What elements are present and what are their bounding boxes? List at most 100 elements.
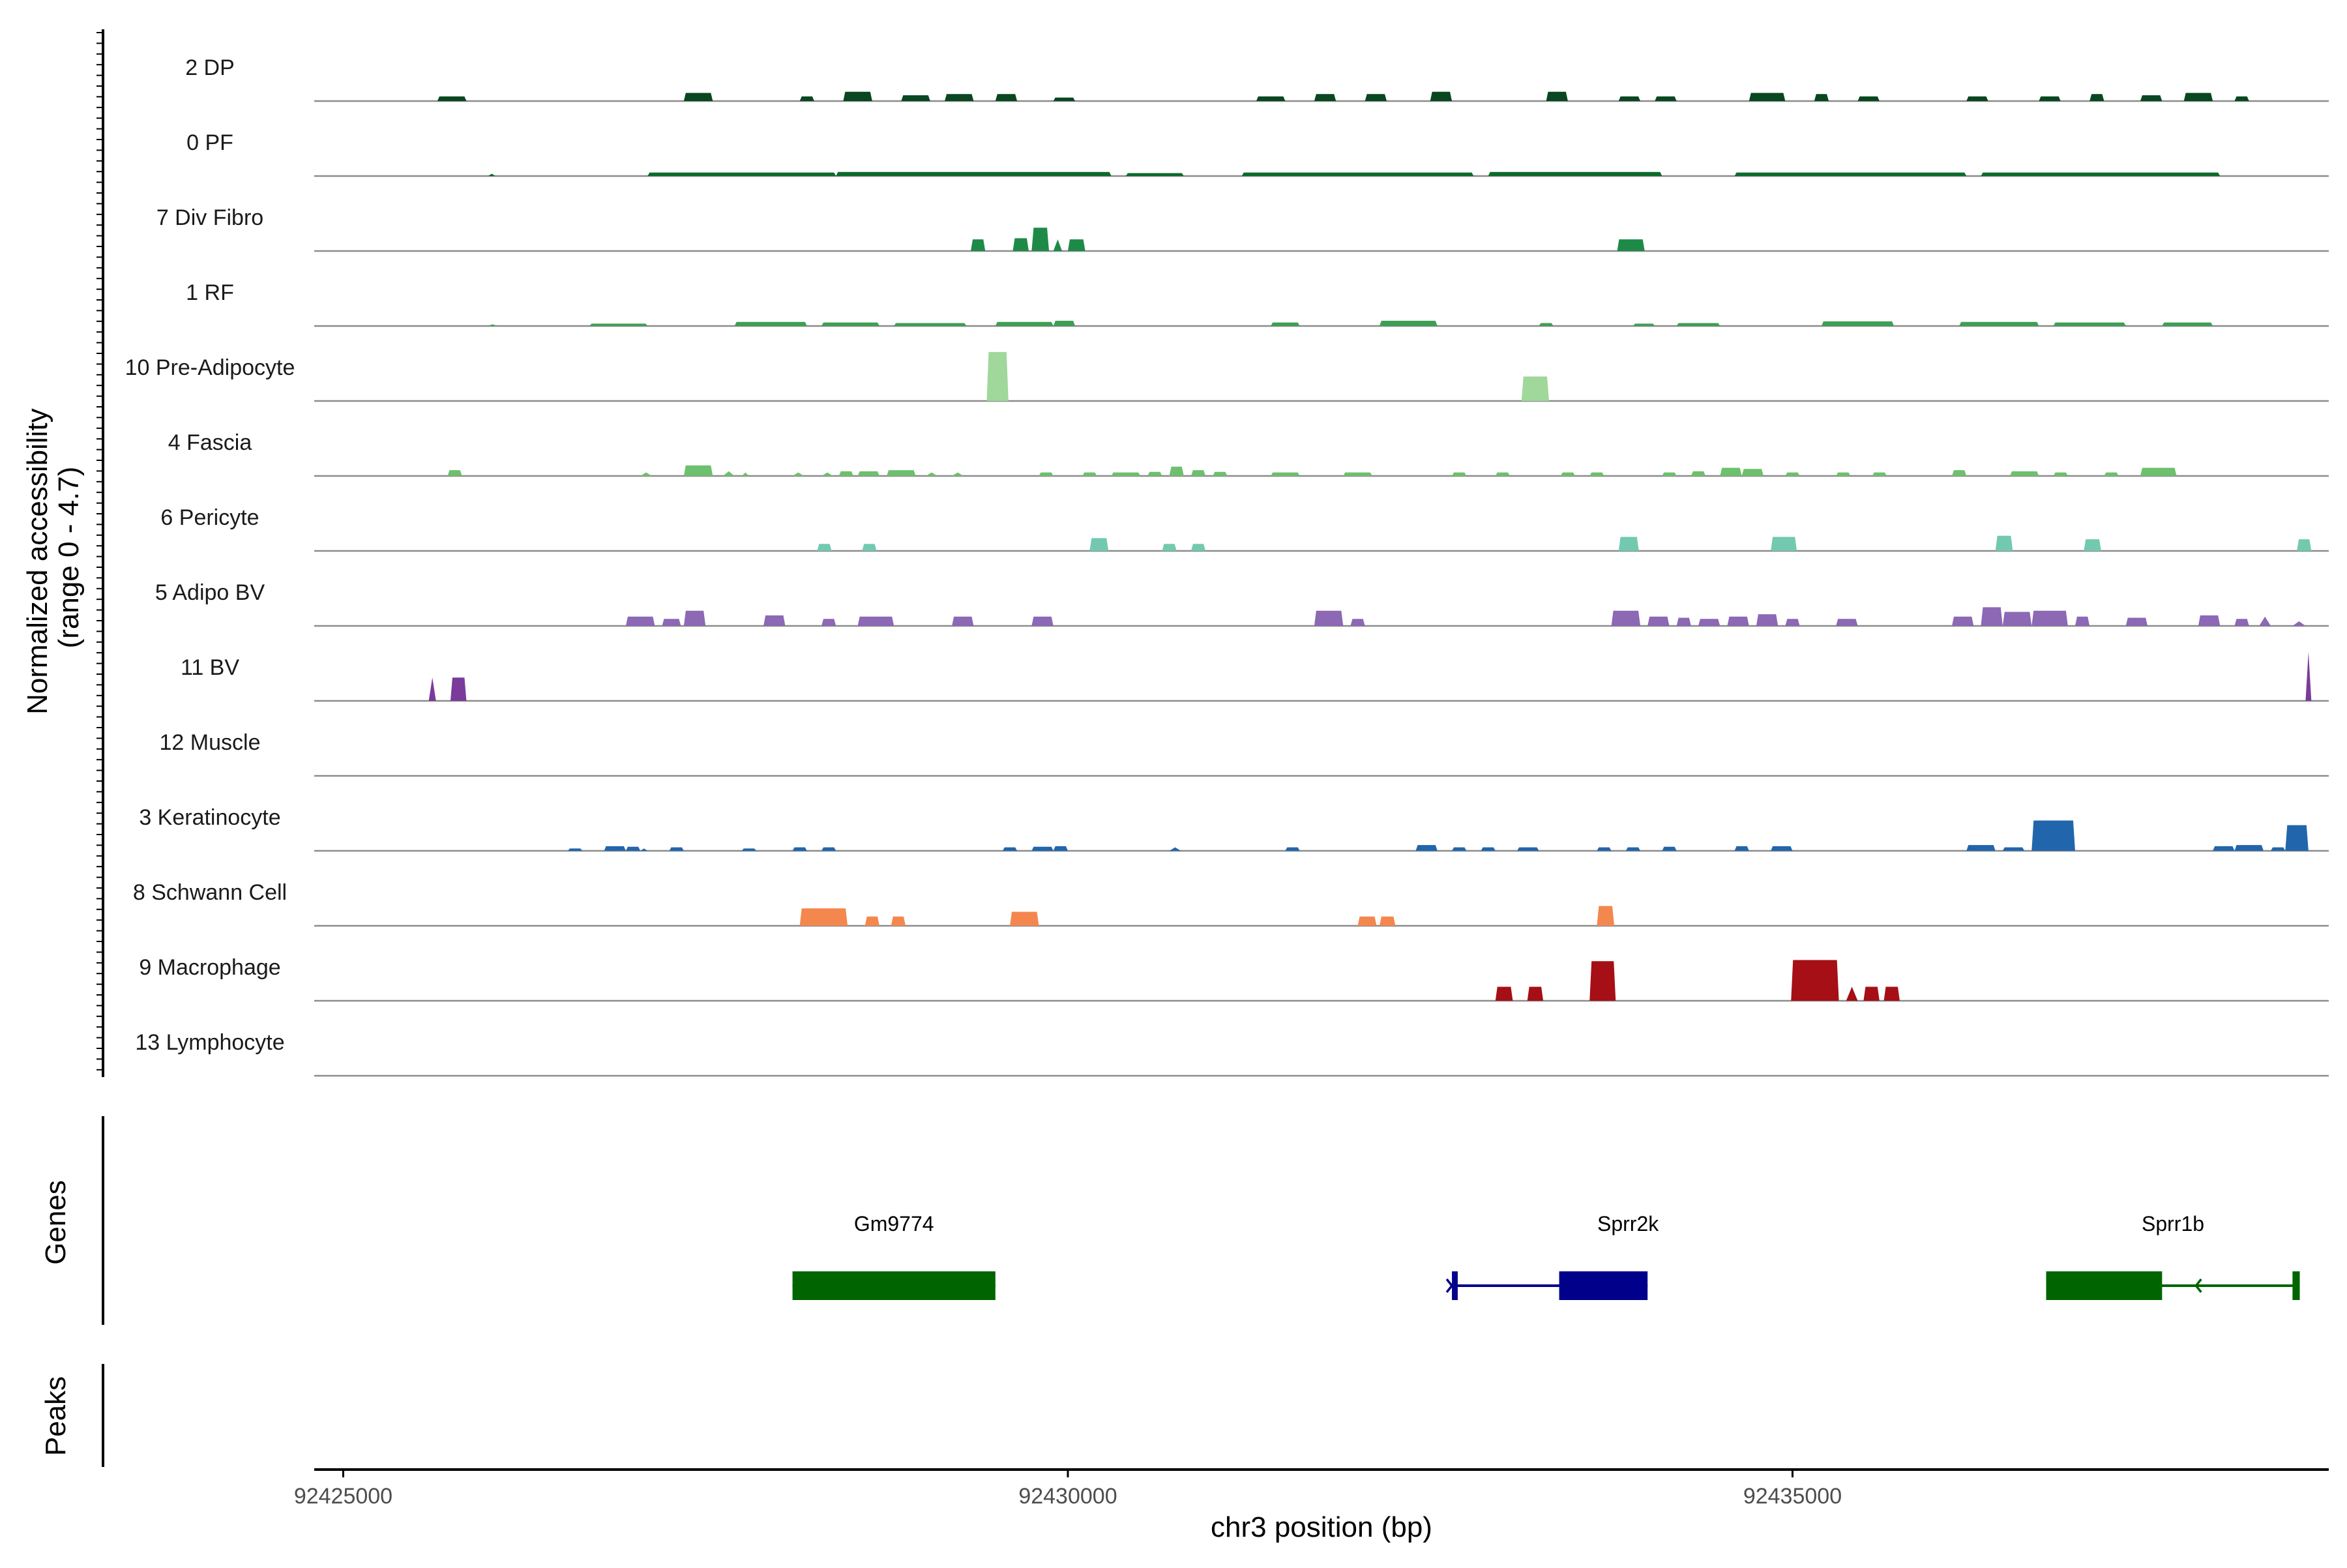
- track-label: 11 BV: [181, 655, 239, 680]
- coverage-peak: [1785, 619, 1800, 626]
- coverage-peak: [986, 351, 1009, 401]
- coverage-peak: [821, 619, 836, 626]
- coverage-peak: [836, 171, 1112, 176]
- coverage-peak: [1883, 986, 1900, 1001]
- track-2-dp: 2 DP: [185, 55, 2329, 102]
- coverage-peak: [2292, 621, 2306, 626]
- gene-exon: [1559, 1271, 1648, 1300]
- coverage-peak: [447, 470, 462, 476]
- coverage-peak: [741, 848, 757, 851]
- coverage-peak: [1741, 469, 1764, 476]
- track-4-fascia: 4 Fascia: [168, 430, 2329, 477]
- coverage-peak: [1527, 986, 1544, 1001]
- track-label: 1 RF: [186, 280, 234, 305]
- coverage-peak: [891, 916, 906, 926]
- coverage-peak: [864, 916, 879, 926]
- gene-strand-arrow: [2194, 1278, 2202, 1294]
- track-8-schwann-cell: 8 Schwann Cell: [133, 880, 2329, 927]
- track-label: 13 Lymphocyte: [135, 1030, 284, 1055]
- x-axis-ticks: 92425000 92430000 92435000: [294, 1470, 1842, 1509]
- coverage-peak: [1756, 614, 1779, 626]
- coverage-peak: [2183, 93, 2213, 101]
- genes-track-title: Genes: [40, 1180, 72, 1265]
- coverage-peak: [1647, 616, 1670, 626]
- gene-exon: [2046, 1271, 2162, 1300]
- coverage-peak: [1618, 537, 1639, 551]
- coverage-peak: [2009, 471, 2039, 476]
- coverage-peak: [843, 91, 872, 101]
- coverage-peak: [2259, 616, 2271, 626]
- coverage-peak: [1495, 472, 1510, 476]
- genomic-x-axis: 92425000 92430000 92435000 chr3 position (…: [294, 1468, 2329, 1543]
- coverage-tracks: 2 DP 0 PF 7 Div Fibro 1 RF 10 Pre-Adipocyte 4…: [125, 55, 2329, 1077]
- coverage-peak: [1430, 91, 1453, 101]
- coverage-peak: [821, 472, 833, 476]
- coverage-peak: [1495, 986, 1513, 1001]
- coverage-peak: [2162, 322, 2213, 326]
- coverage-peak: [2031, 610, 2068, 626]
- coverage-peak: [1734, 846, 1749, 851]
- coverage-peak: [1611, 610, 1641, 626]
- coverage-peak: [1190, 470, 1206, 476]
- coverage-peak: [1271, 322, 1300, 326]
- coverage-peak: [817, 544, 832, 551]
- coverage-peak: [1271, 472, 1300, 476]
- coverage-peak: [1966, 845, 1996, 851]
- coverage-peak: [2074, 616, 2090, 626]
- coverage-peak: [741, 472, 749, 476]
- coverage-peak: [2089, 94, 2104, 101]
- coverage-peak: [2002, 612, 2032, 626]
- coverage-peak: [1089, 538, 1109, 551]
- coverage-peak: [683, 465, 713, 476]
- coverage-peak: [901, 95, 930, 101]
- coverage-peak: [1546, 91, 1568, 101]
- track-9-macrophage: 9 Macrophage: [139, 955, 2329, 1002]
- coverage-peak: [2125, 617, 2148, 626]
- coverage-peak: [792, 847, 807, 851]
- track-label: 3 Keratinocyte: [139, 805, 280, 830]
- coverage-peak: [1517, 847, 1539, 851]
- coverage-peak: [857, 471, 879, 476]
- coverage-peak: [1791, 960, 1839, 1001]
- coverage-peak: [2234, 96, 2249, 101]
- coverage-peak: [1846, 986, 1858, 1001]
- coverage-peak: [722, 471, 735, 476]
- coverage-peak: [1655, 96, 1677, 101]
- coverage-peak: [1662, 472, 1677, 476]
- coverage-peak: [1012, 238, 1029, 251]
- track-label: 7 Div Fibro: [156, 205, 263, 230]
- track-13-lymphocyte: 13 Lymphocyte: [135, 1030, 2329, 1077]
- coverage-peak: [894, 323, 967, 326]
- coverage-peak: [1314, 610, 1344, 626]
- gene-exon: [1452, 1271, 1458, 1300]
- x-axis-tick-label: 92435000: [1743, 1484, 1842, 1509]
- coverage-peak: [1771, 537, 1797, 551]
- coverage-peak: [1617, 239, 1645, 251]
- coverage-peak: [1031, 846, 1054, 851]
- track-label: 5 Adipo BV: [155, 580, 265, 605]
- coverage-peak: [1039, 472, 1054, 476]
- x-axis-title: chr3 position (bp): [1211, 1511, 1432, 1543]
- coverage-peak: [799, 96, 814, 101]
- gene-exon: [2292, 1271, 2300, 1300]
- coverage-peak: [792, 472, 804, 476]
- coverage-peak: [1357, 916, 1377, 926]
- coverage-peak: [857, 616, 894, 626]
- coverage-peak: [1771, 846, 1793, 851]
- coverage-peak: [669, 847, 684, 851]
- coverage-peak: [488, 173, 495, 176]
- coverage-peak: [1190, 544, 1206, 551]
- coverage-peak: [2213, 846, 2235, 851]
- coverage-peak: [1857, 96, 1880, 101]
- coverage-peak: [647, 172, 836, 176]
- coverage-peak: [1213, 471, 1228, 476]
- coverage-peak: [1597, 847, 1612, 851]
- coverage-peak: [1256, 96, 1286, 101]
- y-axis-title: Normalized accessibility (range 0 - 4.7): [22, 400, 85, 715]
- coverage-peak: [2140, 467, 2177, 476]
- peaks-panel: Peaks: [40, 1364, 104, 1467]
- track-label: 2 DP: [185, 55, 235, 80]
- track-label: 12 Muscle: [160, 730, 261, 755]
- coverage-peak: [1863, 986, 1880, 1001]
- coverage-peak: [437, 96, 467, 101]
